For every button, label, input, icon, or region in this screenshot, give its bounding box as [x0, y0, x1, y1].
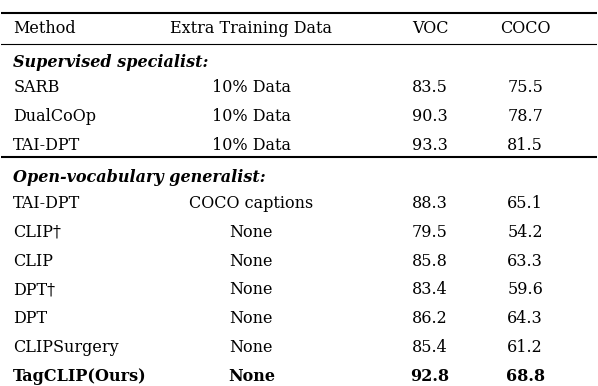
Text: Method: Method: [13, 20, 76, 37]
Text: DPT: DPT: [13, 310, 47, 327]
Text: 83.4: 83.4: [412, 281, 448, 298]
Text: 10% Data: 10% Data: [212, 108, 291, 125]
Text: TAI-DPT: TAI-DPT: [13, 195, 81, 212]
Text: CLIPSurgery: CLIPSurgery: [13, 339, 119, 356]
Text: None: None: [230, 281, 273, 298]
Text: TagCLIP(Ours): TagCLIP(Ours): [13, 368, 147, 385]
Text: None: None: [228, 368, 275, 385]
Text: Open-vocabulary generalist:: Open-vocabulary generalist:: [13, 169, 266, 186]
Text: 85.4: 85.4: [412, 339, 448, 356]
Text: 88.3: 88.3: [412, 195, 448, 212]
Text: None: None: [230, 310, 273, 327]
Text: Supervised specialist:: Supervised specialist:: [13, 54, 209, 71]
Text: 68.8: 68.8: [506, 368, 545, 385]
Text: None: None: [230, 252, 273, 269]
Text: 79.5: 79.5: [412, 223, 448, 240]
Text: CLIP†: CLIP†: [13, 223, 61, 240]
Text: 86.2: 86.2: [412, 310, 448, 327]
Text: None: None: [230, 223, 273, 240]
Text: DPT†: DPT†: [13, 281, 56, 298]
Text: 81.5: 81.5: [507, 137, 543, 154]
Text: VOC: VOC: [411, 20, 448, 37]
Text: DualCoOp: DualCoOp: [13, 108, 96, 125]
Text: COCO: COCO: [500, 20, 550, 37]
Text: None: None: [230, 339, 273, 356]
Text: 93.3: 93.3: [412, 137, 448, 154]
Text: CLIP: CLIP: [13, 252, 53, 269]
Text: 61.2: 61.2: [507, 339, 543, 356]
Text: 78.7: 78.7: [507, 108, 543, 125]
Text: 90.3: 90.3: [412, 108, 448, 125]
Text: 85.8: 85.8: [412, 252, 448, 269]
Text: 63.3: 63.3: [507, 252, 543, 269]
Text: TAI-DPT: TAI-DPT: [13, 137, 81, 154]
Text: 10% Data: 10% Data: [212, 137, 291, 154]
Text: 83.5: 83.5: [412, 79, 448, 96]
Text: SARB: SARB: [13, 79, 60, 96]
Text: 92.8: 92.8: [410, 368, 450, 385]
Text: 75.5: 75.5: [507, 79, 543, 96]
Text: Extra Training Data: Extra Training Data: [170, 20, 332, 37]
Text: COCO captions: COCO captions: [189, 195, 313, 212]
Text: 65.1: 65.1: [507, 195, 543, 212]
Text: 54.2: 54.2: [507, 223, 543, 240]
Text: 64.3: 64.3: [507, 310, 543, 327]
Text: 10% Data: 10% Data: [212, 79, 291, 96]
Text: 59.6: 59.6: [507, 281, 543, 298]
